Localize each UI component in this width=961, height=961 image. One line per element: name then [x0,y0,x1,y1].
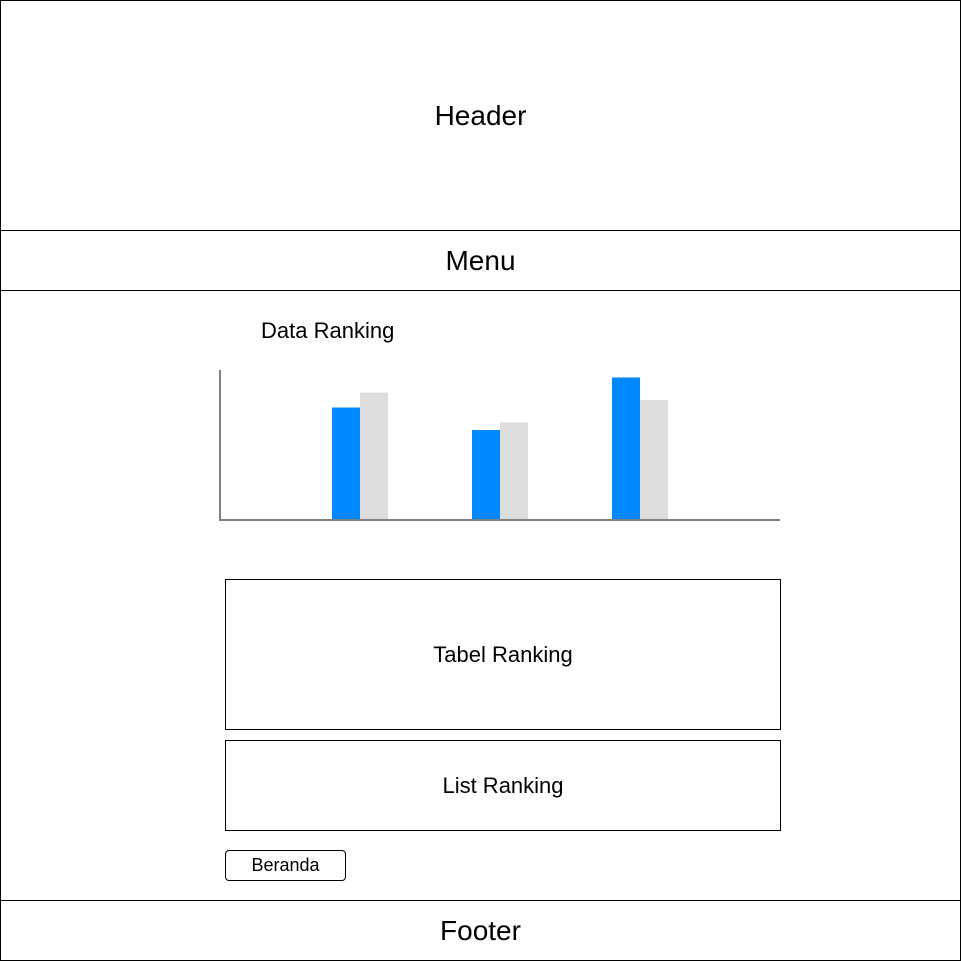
bar-group-2-series-1 [472,430,500,520]
footer-section: Footer [0,900,961,961]
beranda-button[interactable]: Beranda [225,850,346,881]
ranking-bar-chart [219,370,780,521]
bar-group-1-series-2 [360,392,388,520]
list-ranking-label: List Ranking [442,772,564,798]
footer-label: Footer [440,914,521,946]
tabel-ranking-label: Tabel Ranking [433,641,573,667]
chart-title: Data Ranking [261,318,395,343]
list-ranking-panel: List Ranking [225,740,781,831]
bar-group-1-series-1 [332,407,360,520]
bar-group-3-series-2 [640,400,668,520]
header-section: Header [0,0,961,231]
bar-group-2-series-2 [500,422,528,520]
tabel-ranking-panel: Tabel Ranking [225,579,781,730]
header-label: Header [434,99,527,131]
bar-group-3-series-1 [612,377,640,520]
menu-label: Menu [445,244,516,276]
menu-bar[interactable]: Menu [0,230,961,291]
chart-bars [332,377,668,520]
